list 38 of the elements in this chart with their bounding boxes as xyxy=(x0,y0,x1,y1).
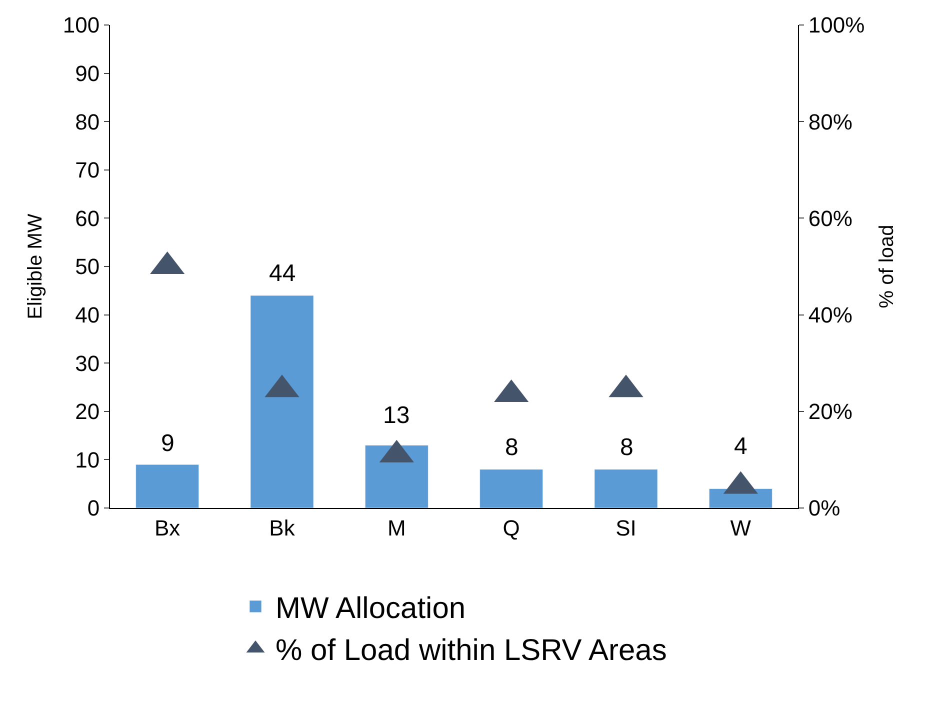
data-label: 13 xyxy=(383,402,410,429)
data-label: 4 xyxy=(734,433,748,460)
y-tick-label: 40 xyxy=(75,302,100,328)
x-tick-label: W xyxy=(730,515,752,540)
y-tick-label: 10 xyxy=(75,447,100,472)
data-label: 8 xyxy=(505,434,518,461)
y2-tick-label: 20% xyxy=(808,399,852,424)
bar xyxy=(364,444,428,508)
y2-tick-label: 0% xyxy=(808,496,840,521)
data-label: 8 xyxy=(620,434,634,461)
y-tick-label: 30 xyxy=(75,350,100,376)
data-label: 9 xyxy=(161,430,174,457)
y-tick-label: 60 xyxy=(75,206,100,231)
x-tick-label: M xyxy=(388,515,406,540)
bar xyxy=(480,469,544,508)
bar xyxy=(136,464,200,508)
data-label: 44 xyxy=(269,260,296,287)
y-tick-label: 50 xyxy=(75,254,100,280)
y2-tick-label: 100% xyxy=(808,12,865,38)
y-axis-title: Eligible MW xyxy=(24,214,46,320)
y2-tick-label: 80% xyxy=(808,109,852,134)
y-tick-label: 90 xyxy=(75,61,100,86)
bar xyxy=(594,469,658,508)
y2-axis-title: % of load xyxy=(876,224,898,308)
bar xyxy=(250,295,314,508)
y-tick-label: 80 xyxy=(75,109,100,134)
x-tick-label: Bk xyxy=(269,515,296,540)
y-tick-label: 20 xyxy=(75,399,100,424)
y-tick-label: 100 xyxy=(62,12,100,38)
x-tick-label: SI xyxy=(616,515,636,540)
y-tick-label: 0 xyxy=(87,496,100,521)
legend-label: MW Allocation xyxy=(276,592,466,626)
x-tick-label: Bx xyxy=(154,515,180,540)
legend-label: % of Load within LSRV Areas xyxy=(276,634,667,668)
y2-tick-label: 40% xyxy=(808,302,852,328)
x-tick-label: Q xyxy=(502,515,520,540)
y2-tick-label: 60% xyxy=(808,206,852,231)
y-tick-label: 70 xyxy=(75,158,100,183)
